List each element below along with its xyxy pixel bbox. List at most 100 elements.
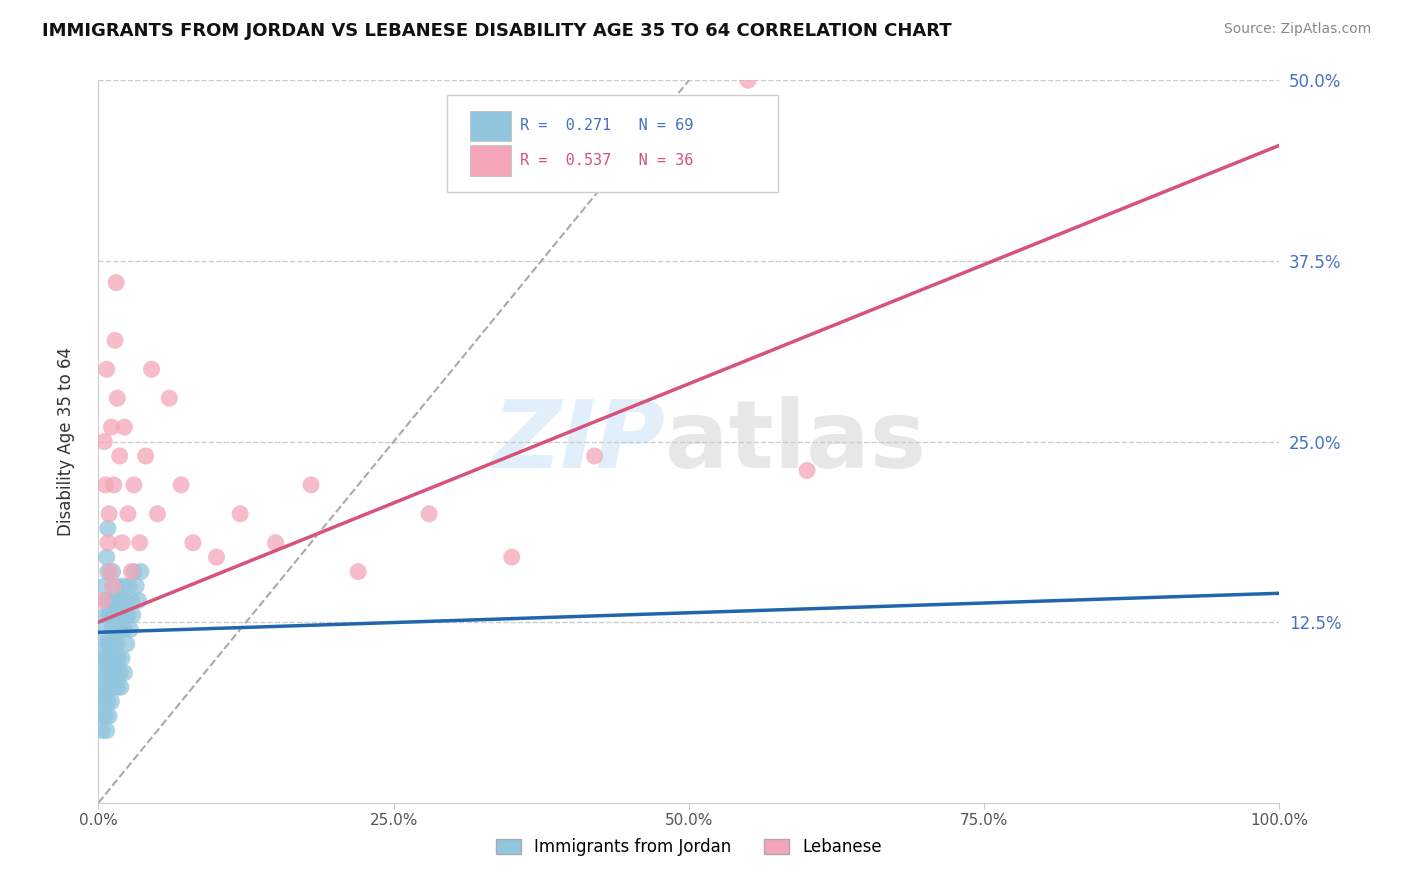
- Point: [120, 623, 142, 637]
- Point: [112, 579, 135, 593]
- Point: [91, 695, 114, 709]
- Point: [110, 593, 132, 607]
- Point: [104, 334, 127, 348]
- Point: [96, 550, 118, 565]
- Point: [100, 665, 122, 680]
- Point: [105, 391, 128, 405]
- Point: [98, 507, 121, 521]
- Point: [117, 607, 139, 622]
- Point: [94, 607, 117, 622]
- Point: [98, 637, 121, 651]
- Point: [104, 607, 127, 622]
- Point: [97, 535, 120, 549]
- Legend: Immigrants from Jordan, Lebanese: Immigrants from Jordan, Lebanese: [489, 831, 889, 863]
- Point: [229, 507, 252, 521]
- Point: [122, 565, 145, 579]
- Point: [737, 73, 759, 87]
- Point: [125, 579, 148, 593]
- Point: [94, 709, 117, 723]
- Point: [98, 651, 121, 665]
- Point: [96, 593, 118, 607]
- Text: IMMIGRANTS FROM JORDAN VS LEBANESE DISABILITY AGE 35 TO 64 CORRELATION CHART: IMMIGRANTS FROM JORDAN VS LEBANESE DISAB…: [42, 22, 952, 40]
- Point: [110, 680, 132, 694]
- Point: [98, 593, 121, 607]
- Point: [118, 579, 141, 593]
- Point: [105, 593, 128, 607]
- Point: [108, 623, 131, 637]
- FancyBboxPatch shape: [447, 95, 778, 193]
- Point: [91, 709, 114, 723]
- Point: [121, 593, 143, 607]
- Point: [264, 535, 287, 549]
- Point: [90, 680, 112, 694]
- FancyBboxPatch shape: [471, 111, 510, 141]
- Point: [94, 478, 117, 492]
- Point: [117, 507, 139, 521]
- Point: [157, 391, 180, 405]
- Text: ZIP: ZIP: [492, 395, 665, 488]
- Point: [103, 637, 125, 651]
- Point: [91, 637, 114, 651]
- Point: [205, 550, 228, 565]
- Point: [91, 723, 114, 738]
- Point: [128, 535, 150, 549]
- Point: [101, 665, 124, 680]
- Point: [96, 723, 118, 738]
- Point: [101, 579, 124, 593]
- Text: Source: ZipAtlas.com: Source: ZipAtlas.com: [1223, 22, 1371, 37]
- Point: [135, 449, 157, 463]
- Text: R =  0.271   N = 69: R = 0.271 N = 69: [520, 119, 693, 133]
- Point: [111, 651, 134, 665]
- Point: [141, 362, 163, 376]
- Point: [96, 665, 118, 680]
- Point: [98, 607, 121, 622]
- Point: [91, 651, 114, 665]
- Point: [796, 463, 818, 477]
- Point: [170, 478, 193, 492]
- Point: [108, 449, 131, 463]
- Point: [114, 593, 136, 607]
- Point: [97, 521, 120, 535]
- Point: [98, 680, 121, 694]
- Point: [112, 623, 135, 637]
- Point: [97, 695, 120, 709]
- Point: [107, 607, 129, 622]
- Point: [501, 550, 523, 565]
- Point: [347, 565, 370, 579]
- Point: [115, 637, 138, 651]
- Point: [112, 665, 135, 680]
- Point: [181, 535, 204, 549]
- Point: [105, 579, 128, 593]
- Point: [93, 623, 115, 637]
- Point: [121, 565, 143, 579]
- Point: [101, 565, 124, 579]
- Point: [112, 420, 135, 434]
- Point: [98, 565, 121, 579]
- Point: [98, 680, 121, 694]
- Point: [129, 565, 152, 579]
- Point: [93, 434, 115, 449]
- Text: atlas: atlas: [665, 395, 927, 488]
- Point: [299, 478, 322, 492]
- Point: [105, 276, 128, 290]
- Point: [103, 593, 125, 607]
- Point: [105, 665, 128, 680]
- Point: [146, 507, 169, 521]
- Point: [104, 651, 127, 665]
- Point: [96, 362, 118, 376]
- FancyBboxPatch shape: [471, 145, 510, 176]
- Point: [583, 449, 606, 463]
- Point: [105, 623, 128, 637]
- Point: [93, 579, 115, 593]
- Point: [100, 623, 122, 637]
- Point: [97, 565, 120, 579]
- Point: [100, 420, 122, 434]
- Point: [93, 695, 115, 709]
- Point: [111, 535, 134, 549]
- Point: [121, 607, 143, 622]
- Point: [91, 593, 114, 607]
- Point: [104, 651, 127, 665]
- Point: [122, 478, 145, 492]
- Point: [100, 695, 122, 709]
- Point: [101, 607, 124, 622]
